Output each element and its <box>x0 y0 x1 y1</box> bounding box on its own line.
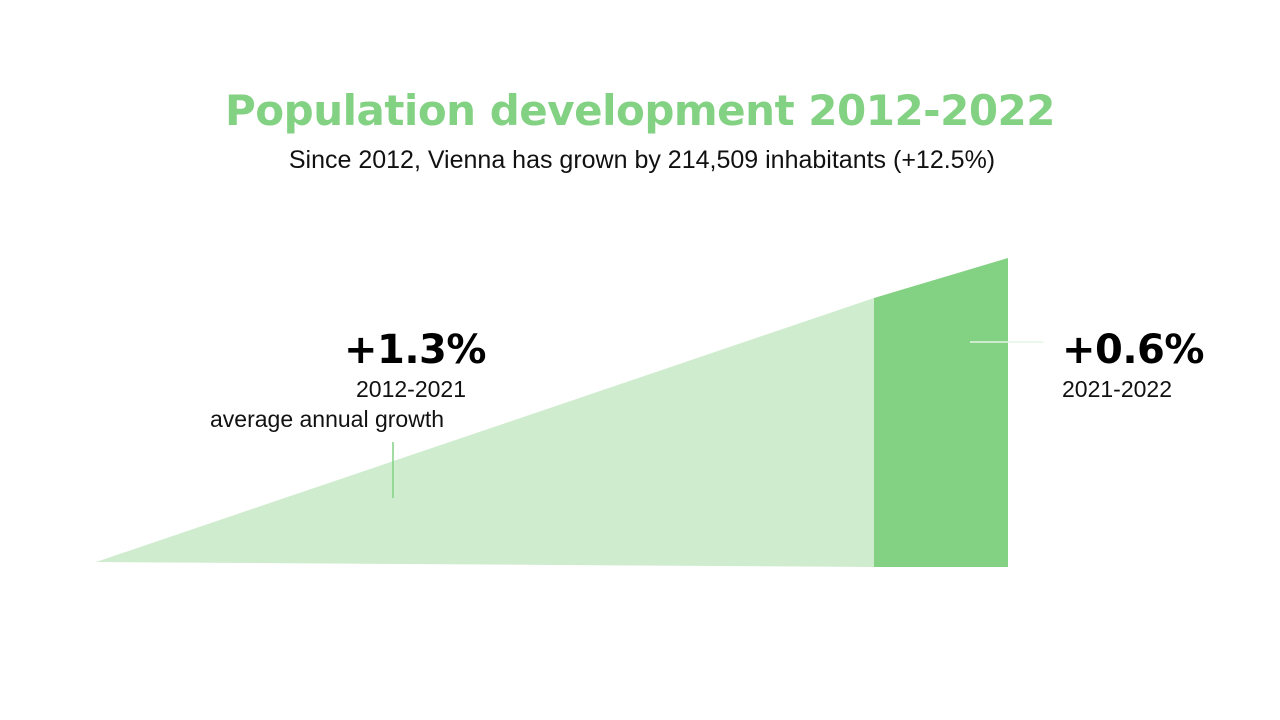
growth-wedge-2012-2021 <box>96 298 874 567</box>
growth-value-2021-2022: +0.6% <box>1062 327 1204 373</box>
growth-period-2021-2022: 2021-2022 <box>1062 376 1172 402</box>
growth-period-2012-2021: 2012-2021 <box>356 376 466 402</box>
growth-block-2021-2022 <box>874 258 1008 567</box>
growth-description: average annual growth <box>210 406 444 432</box>
page-subtitle: Since 2012, Vienna has grown by 214,509 … <box>288 146 996 174</box>
growth-value-2012-2021: +1.3% <box>344 327 486 373</box>
page-title: Population development 2012-2022 <box>225 86 1056 135</box>
